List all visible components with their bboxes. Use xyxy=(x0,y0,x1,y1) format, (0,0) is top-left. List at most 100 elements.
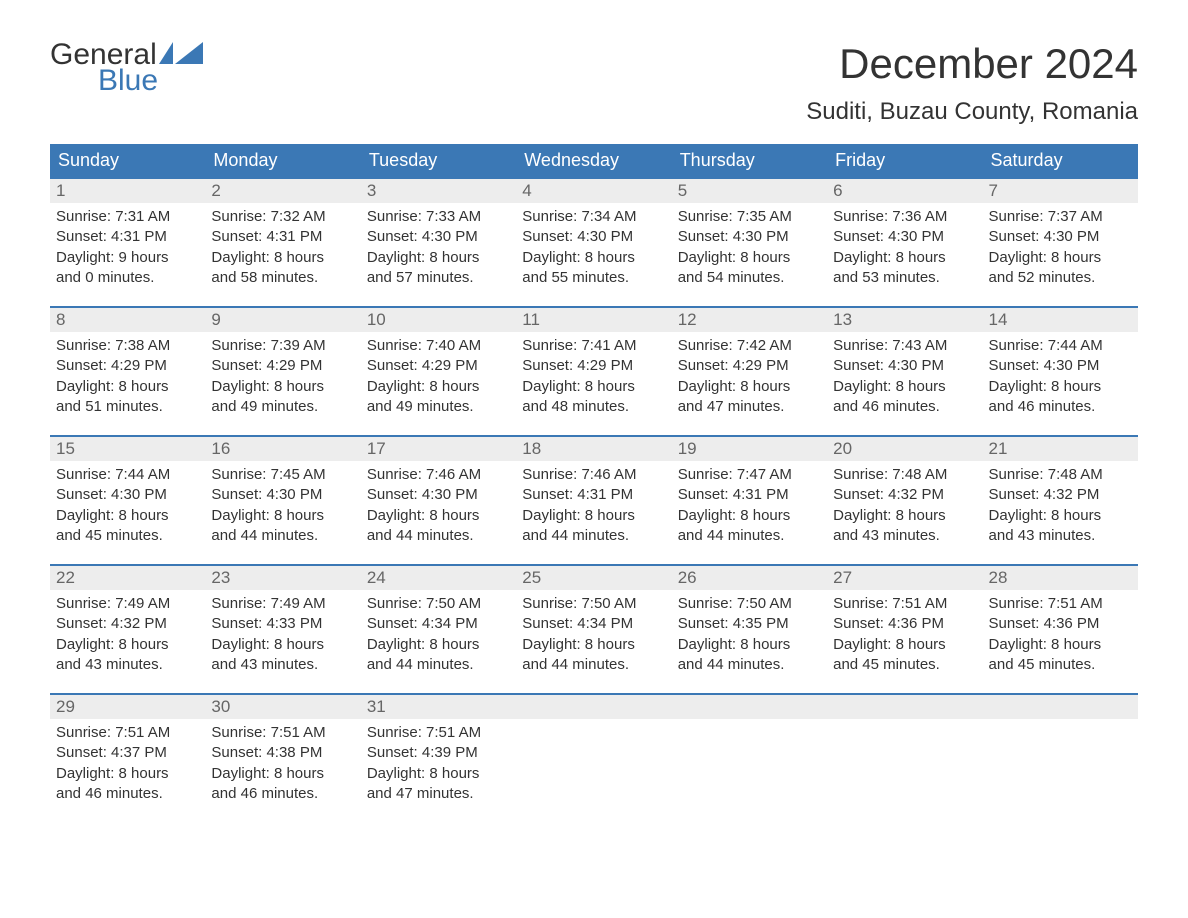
sunset-line: Sunset: 4:38 PM xyxy=(211,743,354,763)
sunrise-line: Sunrise: 7:49 AM xyxy=(56,594,199,614)
day-number-row: 15161718192021 xyxy=(50,437,1138,461)
daylight-line: Daylight: 8 hours xyxy=(989,248,1132,268)
daylight-line2: and 46 minutes. xyxy=(833,397,976,417)
calendar-week: 22232425262728Sunrise: 7:49 AMSunset: 4:… xyxy=(50,564,1138,675)
day-cell: Sunrise: 7:51 AMSunset: 4:37 PMDaylight:… xyxy=(50,719,205,804)
daylight-line2: and 44 minutes. xyxy=(678,526,821,546)
daylight-line: Daylight: 8 hours xyxy=(56,506,199,526)
day-number xyxy=(827,695,982,719)
day-number: 14 xyxy=(983,308,1138,332)
day-number: 19 xyxy=(672,437,827,461)
sunset-line: Sunset: 4:29 PM xyxy=(522,356,665,376)
daylight-line2: and 45 minutes. xyxy=(989,655,1132,675)
sunrise-line: Sunrise: 7:48 AM xyxy=(989,465,1132,485)
daylight-line: Daylight: 8 hours xyxy=(211,377,354,397)
daylight-line2: and 55 minutes. xyxy=(522,268,665,288)
day-cell: Sunrise: 7:47 AMSunset: 4:31 PMDaylight:… xyxy=(672,461,827,546)
sunrise-line: Sunrise: 7:48 AM xyxy=(833,465,976,485)
day-number: 22 xyxy=(50,566,205,590)
daylight-line: Daylight: 8 hours xyxy=(678,377,821,397)
sunrise-line: Sunrise: 7:32 AM xyxy=(211,207,354,227)
sunrise-line: Sunrise: 7:50 AM xyxy=(522,594,665,614)
sunset-line: Sunset: 4:39 PM xyxy=(367,743,510,763)
daylight-line2: and 52 minutes. xyxy=(989,268,1132,288)
daylight-line: Daylight: 8 hours xyxy=(678,635,821,655)
day-cell: Sunrise: 7:40 AMSunset: 4:29 PMDaylight:… xyxy=(361,332,516,417)
day-cell: Sunrise: 7:49 AMSunset: 4:33 PMDaylight:… xyxy=(205,590,360,675)
weekday-header: Saturday xyxy=(983,144,1138,177)
daylight-line2: and 57 minutes. xyxy=(367,268,510,288)
daylight-line2: and 44 minutes. xyxy=(367,526,510,546)
day-number: 2 xyxy=(205,179,360,203)
daylight-line: Daylight: 8 hours xyxy=(522,377,665,397)
day-cell: Sunrise: 7:32 AMSunset: 4:31 PMDaylight:… xyxy=(205,203,360,288)
sunset-line: Sunset: 4:37 PM xyxy=(56,743,199,763)
sunrise-line: Sunrise: 7:40 AM xyxy=(367,336,510,356)
day-number: 24 xyxy=(361,566,516,590)
day-cell: Sunrise: 7:51 AMSunset: 4:36 PMDaylight:… xyxy=(827,590,982,675)
sunrise-line: Sunrise: 7:43 AM xyxy=(833,336,976,356)
sunset-line: Sunset: 4:30 PM xyxy=(56,485,199,505)
sunset-line: Sunset: 4:30 PM xyxy=(989,227,1132,247)
calendar-week: 1234567Sunrise: 7:31 AMSunset: 4:31 PMDa… xyxy=(50,177,1138,288)
day-number: 30 xyxy=(205,695,360,719)
sunset-line: Sunset: 4:30 PM xyxy=(989,356,1132,376)
day-number: 7 xyxy=(983,179,1138,203)
day-cell: Sunrise: 7:31 AMSunset: 4:31 PMDaylight:… xyxy=(50,203,205,288)
weekday-header: Sunday xyxy=(50,144,205,177)
sunset-line: Sunset: 4:29 PM xyxy=(678,356,821,376)
day-number: 1 xyxy=(50,179,205,203)
day-cell: Sunrise: 7:34 AMSunset: 4:30 PMDaylight:… xyxy=(516,203,671,288)
flag-icon xyxy=(159,42,203,68)
daylight-line: Daylight: 8 hours xyxy=(367,635,510,655)
daylight-line2: and 43 minutes. xyxy=(833,526,976,546)
day-number: 21 xyxy=(983,437,1138,461)
day-cell: Sunrise: 7:36 AMSunset: 4:30 PMDaylight:… xyxy=(827,203,982,288)
day-number: 5 xyxy=(672,179,827,203)
sunrise-line: Sunrise: 7:47 AM xyxy=(678,465,821,485)
day-number: 11 xyxy=(516,308,671,332)
sunset-line: Sunset: 4:33 PM xyxy=(211,614,354,634)
daylight-line2: and 44 minutes. xyxy=(211,526,354,546)
day-number-row: 891011121314 xyxy=(50,308,1138,332)
daylight-line: Daylight: 8 hours xyxy=(522,248,665,268)
sunset-line: Sunset: 4:30 PM xyxy=(522,227,665,247)
daylight-line2: and 45 minutes. xyxy=(833,655,976,675)
sunset-line: Sunset: 4:30 PM xyxy=(367,227,510,247)
day-number: 18 xyxy=(516,437,671,461)
day-cell xyxy=(827,719,982,804)
daylight-line: Daylight: 8 hours xyxy=(56,635,199,655)
sunrise-line: Sunrise: 7:46 AM xyxy=(522,465,665,485)
day-number xyxy=(516,695,671,719)
day-number: 16 xyxy=(205,437,360,461)
day-cell xyxy=(983,719,1138,804)
sunrise-line: Sunrise: 7:37 AM xyxy=(989,207,1132,227)
daylight-line: Daylight: 8 hours xyxy=(989,635,1132,655)
daylight-line2: and 0 minutes. xyxy=(56,268,199,288)
daylight-line: Daylight: 8 hours xyxy=(56,764,199,784)
daylight-line2: and 46 minutes. xyxy=(211,784,354,804)
day-cell: Sunrise: 7:51 AMSunset: 4:38 PMDaylight:… xyxy=(205,719,360,804)
sunset-line: Sunset: 4:36 PM xyxy=(989,614,1132,634)
day-cell: Sunrise: 7:51 AMSunset: 4:39 PMDaylight:… xyxy=(361,719,516,804)
daylight-line2: and 44 minutes. xyxy=(678,655,821,675)
daylight-line2: and 51 minutes. xyxy=(56,397,199,417)
sunrise-line: Sunrise: 7:45 AM xyxy=(211,465,354,485)
sunrise-line: Sunrise: 7:33 AM xyxy=(367,207,510,227)
day-cell: Sunrise: 7:39 AMSunset: 4:29 PMDaylight:… xyxy=(205,332,360,417)
daylight-line: Daylight: 8 hours xyxy=(56,377,199,397)
daylight-line2: and 44 minutes. xyxy=(522,526,665,546)
sunset-line: Sunset: 4:30 PM xyxy=(833,227,976,247)
calendar-week: 293031 Sunrise: 7:51 AMSunset: 4:37 PMDa… xyxy=(50,693,1138,804)
sunrise-line: Sunrise: 7:44 AM xyxy=(989,336,1132,356)
daylight-line: Daylight: 8 hours xyxy=(833,248,976,268)
day-cell: Sunrise: 7:33 AMSunset: 4:30 PMDaylight:… xyxy=(361,203,516,288)
day-cell: Sunrise: 7:45 AMSunset: 4:30 PMDaylight:… xyxy=(205,461,360,546)
daylight-line: Daylight: 8 hours xyxy=(367,764,510,784)
day-cell xyxy=(516,719,671,804)
day-cell xyxy=(672,719,827,804)
day-cell: Sunrise: 7:44 AMSunset: 4:30 PMDaylight:… xyxy=(50,461,205,546)
day-number: 10 xyxy=(361,308,516,332)
daylight-line2: and 58 minutes. xyxy=(211,268,354,288)
sunrise-line: Sunrise: 7:50 AM xyxy=(678,594,821,614)
